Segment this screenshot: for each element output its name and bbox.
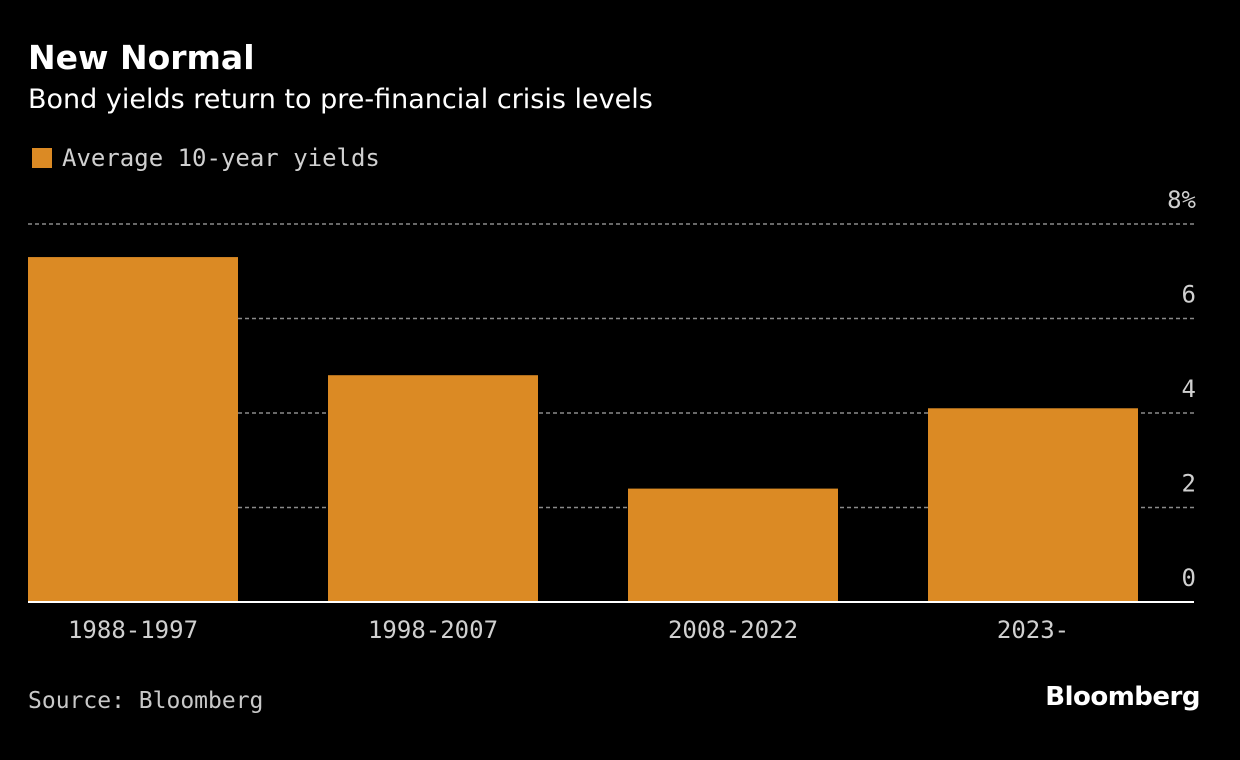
bar [628,488,838,602]
axes: 0 2 4 6 8% 1988-1997 1998-2007 2008-2022 2023- [28,186,1197,644]
bloomberg-logo: Bloomberg [1045,682,1200,712]
y-tick-label: 6 [1182,281,1196,309]
bar [28,257,238,602]
legend-swatch [32,148,52,168]
y-tick-label: 4 [1182,375,1196,403]
chart-title: New Normal [28,38,255,77]
bar [328,375,538,602]
legend: Average 10-year yields [32,144,380,172]
y-tick-label: 0 [1182,564,1196,592]
x-tick-label: 2008-2022 [668,616,798,644]
x-tick-label: 2023- [997,616,1069,644]
x-tick-label: 1998-2007 [368,616,498,644]
y-tick-label: 2 [1182,470,1196,498]
x-tick-label: 1988-1997 [68,616,198,644]
legend-label: Average 10-year yields [62,144,380,172]
bars [28,257,1138,602]
gridlines [28,223,1194,509]
y-tick-label: 8% [1167,186,1196,214]
chart-subtitle: Bond yields return to pre-financial cris… [28,84,653,115]
bar [928,408,1138,602]
source-note: Source: Bloomberg [28,688,264,714]
